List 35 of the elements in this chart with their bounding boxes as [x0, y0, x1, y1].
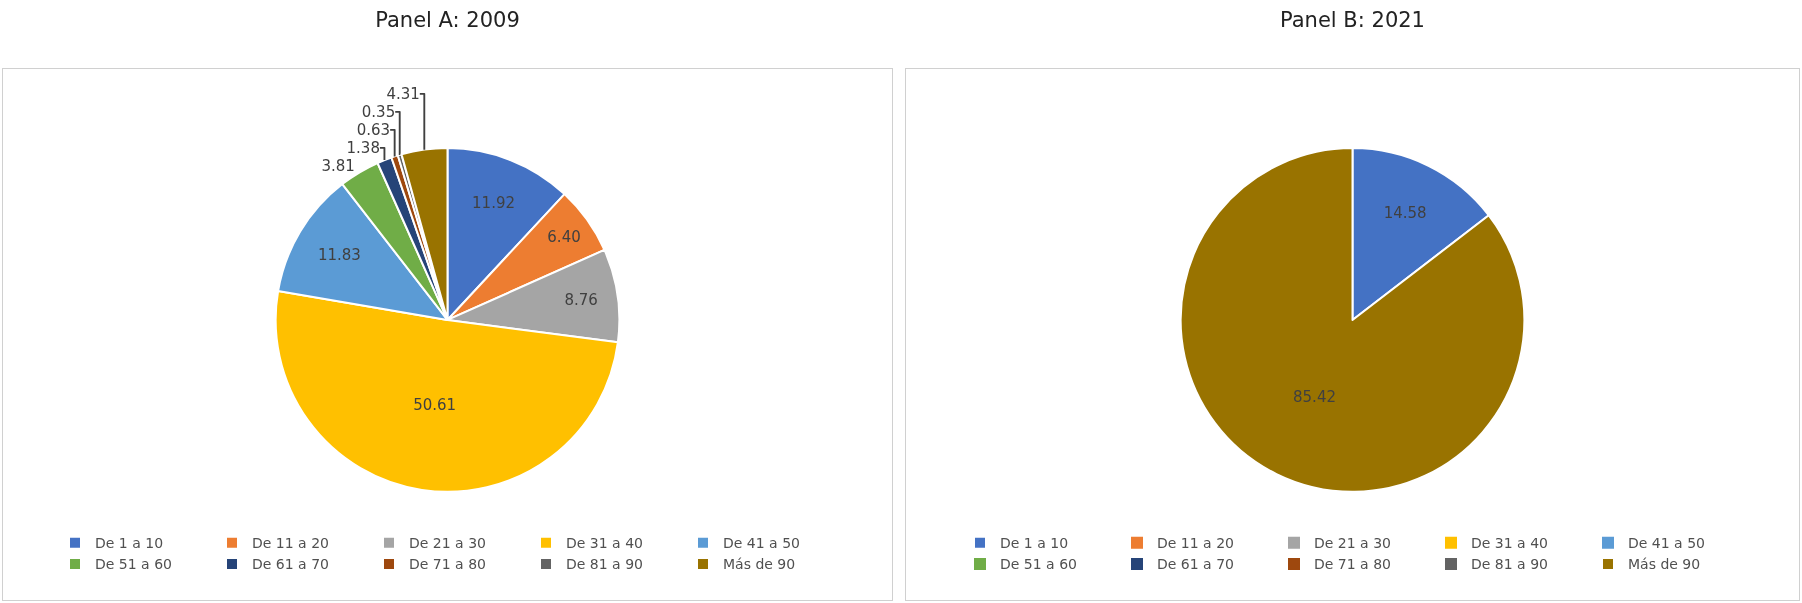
legend-label: De 11 a 20	[1157, 535, 1234, 552]
data-label: 3.81	[321, 156, 355, 175]
data-label: 4.31	[386, 84, 420, 103]
data-label: 11.83	[317, 246, 361, 265]
legend-label: De 51 a 60	[95, 556, 172, 573]
data-label: 0.63	[356, 120, 391, 139]
data-label: 1.38	[346, 138, 380, 157]
legend-label: Más de 90	[1628, 556, 1701, 573]
legend-label: De 51 a 60	[1000, 556, 1077, 573]
data-label: 0.35	[361, 102, 396, 121]
legend-label: De 61 a 70	[252, 556, 329, 573]
legend-label: De 61 a 70	[1157, 556, 1234, 573]
legend-label: De 21 a 30	[409, 535, 486, 552]
legend-label: De 31 a 40	[1471, 535, 1548, 552]
data-label: 14.58	[1383, 204, 1427, 223]
legend-label: De 41 a 50	[723, 535, 800, 552]
legend-label: De 31 a 40	[566, 535, 643, 552]
data-label: 8.76	[564, 291, 598, 310]
data-label: 6.40	[547, 227, 581, 246]
legend-label: De 71 a 80	[1314, 556, 1391, 573]
legend-label: De 21 a 30	[1314, 535, 1391, 552]
legend-label: Más de 90	[723, 556, 796, 573]
chart-title: Panel B: 2021	[1279, 8, 1426, 32]
legend-label: De 11 a 20	[252, 535, 329, 552]
chart-title: Panel A: 2009	[374, 8, 521, 32]
data-label: 85.42	[1293, 388, 1336, 407]
pie-slice	[1179, 147, 1526, 493]
legend-label: De 71 a 80	[409, 556, 486, 573]
data-label: 50.61	[413, 395, 457, 414]
data-label: 11.92	[472, 193, 515, 212]
legend-label: De 1 a 10	[95, 535, 164, 552]
legend-label: De 81 a 90	[566, 556, 643, 573]
legend-label: De 41 a 50	[1628, 535, 1705, 552]
legend-label: De 1 a 10	[1000, 535, 1069, 552]
legend-label: De 81 a 90	[1471, 556, 1548, 573]
